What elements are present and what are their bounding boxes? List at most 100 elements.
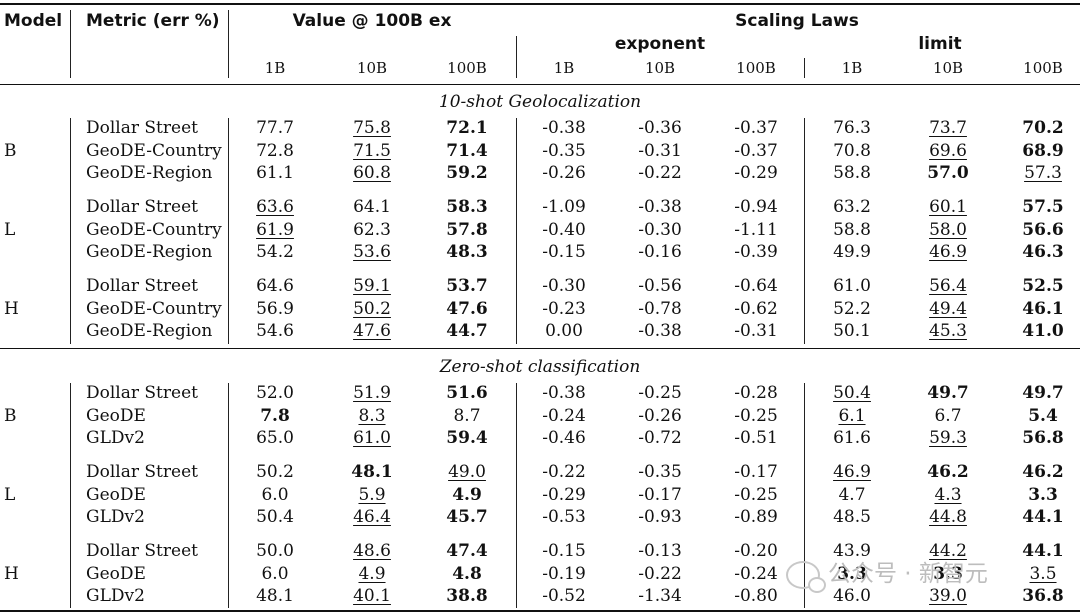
table-cell: 61.9	[256, 219, 294, 240]
table-cell: 73.7	[929, 118, 967, 138]
table-cell: -0.93	[638, 507, 682, 527]
table-cell: -0.24	[542, 405, 586, 426]
table-cell: 45.3	[929, 321, 967, 341]
table-cell: 53.7	[446, 276, 488, 296]
exponent-divider	[804, 58, 805, 78]
table-cell: -0.62	[734, 298, 778, 319]
value-divider	[516, 36, 517, 78]
model-label: B	[4, 140, 17, 161]
table-cell: 4.7	[838, 484, 866, 505]
table-cell: 59.1	[353, 276, 391, 296]
table-cell: 52.0	[256, 383, 294, 403]
metric-label: GeoDE-Country	[86, 298, 222, 319]
table-cell: 4.8	[452, 563, 482, 584]
metric-label: GeoDE	[86, 563, 146, 584]
table-cell: -0.26	[638, 405, 682, 426]
table-cell: 46.0	[833, 586, 871, 606]
table-cell: 38.8	[446, 586, 488, 606]
table-cell: 54.2	[256, 242, 294, 262]
table-cell: -0.22	[542, 462, 586, 482]
table-cell: -0.31	[734, 321, 778, 341]
table-cell: 58.0	[929, 219, 967, 240]
table-cell: 49.7	[1022, 383, 1064, 403]
metric-label: GeoDE-Region	[86, 163, 213, 183]
metric-label: GLDv2	[86, 586, 145, 606]
metric-label: Dollar Street	[86, 383, 198, 403]
value-divider	[516, 118, 517, 344]
size-header: 1B	[264, 59, 286, 77]
table-cell: 56.9	[256, 298, 294, 319]
table-cell: 63.2	[833, 197, 871, 217]
table-cell: 60.8	[353, 163, 391, 183]
table-cell: 44.1	[1022, 541, 1064, 561]
table-cell: 72.1	[446, 118, 488, 138]
table-cell: 4.9	[358, 563, 386, 584]
table-cell: 51.6	[446, 383, 488, 403]
table-cell: 48.1	[351, 462, 393, 482]
table-cell: 47.6	[446, 298, 488, 319]
model-label: B	[4, 405, 17, 426]
table-cell: -1.34	[638, 586, 682, 606]
table-cell: 51.9	[353, 383, 391, 403]
size-header: 100B	[447, 59, 487, 77]
table-cell: 39.0	[929, 586, 967, 606]
table-cell: 46.2	[1022, 462, 1064, 482]
metric-label: Dollar Street	[86, 276, 198, 296]
table-cell: 50.4	[833, 383, 871, 403]
table-cell: -0.23	[542, 298, 586, 319]
table-cell: 52.5	[1022, 276, 1064, 296]
table-cell: 40.1	[353, 586, 391, 606]
table-cell: 61.6	[833, 428, 871, 448]
metric-label: Dollar Street	[86, 197, 198, 217]
size-header: 10B	[644, 59, 676, 77]
table-cell: -0.64	[734, 276, 778, 296]
table-cell: -0.38	[638, 321, 682, 341]
table-cell: -0.89	[734, 507, 778, 527]
table-cell: 50.4	[256, 507, 294, 527]
table-cell: 49.9	[833, 242, 871, 262]
size-header: 1B	[841, 59, 863, 77]
table-cell: 58.8	[833, 219, 871, 240]
table-cell: 47.6	[353, 321, 391, 341]
size-header: 100B	[1023, 59, 1063, 77]
header-rule	[0, 84, 1080, 85]
table-cell: 50.1	[833, 321, 871, 341]
size-header: 1B	[553, 59, 575, 77]
table-cell: 46.1	[1022, 298, 1064, 319]
table-cell: 3.3	[933, 563, 963, 584]
table-cell: 56.4	[929, 276, 967, 296]
table-cell: -0.37	[734, 140, 778, 161]
metric-label: GeoDE-Region	[86, 321, 213, 341]
table-cell: -0.80	[734, 586, 778, 606]
table-cell: 50.2	[256, 462, 294, 482]
metric-label: GeoDE	[86, 405, 146, 426]
size-header: 10B	[356, 59, 388, 77]
table-cell: 56.6	[1022, 219, 1064, 240]
table-cell: 70.2	[1022, 118, 1064, 138]
model-divider	[70, 118, 71, 344]
table-cell: 50.2	[353, 298, 391, 319]
table-cell: -0.20	[734, 541, 778, 561]
table-cell: 8.3	[358, 405, 386, 426]
table-cell: 44.1	[1022, 507, 1064, 527]
table-cell: -0.35	[542, 140, 586, 161]
metric-divider	[228, 383, 229, 608]
table-cell: 3.5	[1029, 563, 1057, 584]
table-cell: -0.30	[542, 276, 586, 296]
table-cell: 64.1	[353, 197, 391, 217]
table-cell: 57.3	[1024, 163, 1062, 183]
table-cell: 48.1	[256, 586, 294, 606]
table-cell: 46.9	[833, 462, 871, 482]
table-cell: 0.00	[545, 321, 583, 341]
table-cell: 60.1	[929, 197, 967, 217]
metric-label: GLDv2	[86, 507, 145, 527]
table-cell: 4.9	[452, 484, 482, 505]
table-cell: 64.6	[256, 276, 294, 296]
table-cell: -0.46	[542, 428, 586, 448]
table-cell: 44.7	[446, 321, 488, 341]
table-cell: 61.1	[256, 163, 294, 183]
watermark-text: 公众号 · 新智元	[828, 561, 988, 587]
metric-label: Dollar Street	[86, 541, 198, 561]
table-cell: 70.8	[833, 140, 871, 161]
table-cell: 45.7	[446, 507, 488, 527]
